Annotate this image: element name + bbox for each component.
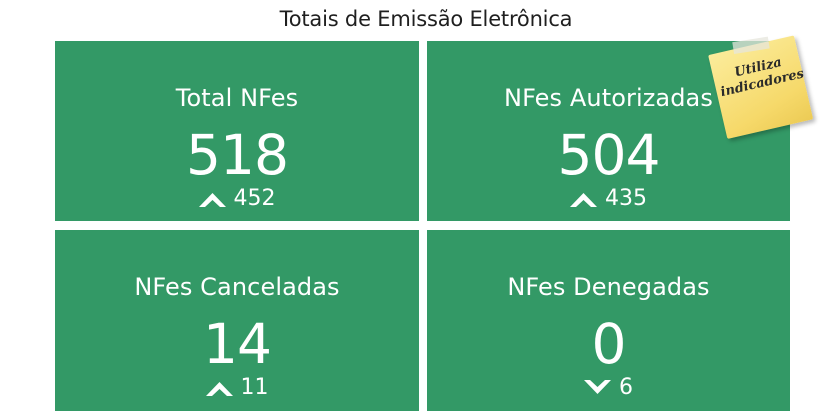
chevron-up-icon [205, 380, 233, 396]
kpi-label: NFes Autorizadas [504, 84, 713, 112]
kpi-value: 0 [591, 312, 627, 376]
kpi-trend: 435 [427, 186, 790, 212]
kpi-value: 504 [557, 123, 661, 187]
page-title: Totais de Emissão Eletrônica [279, 7, 573, 31]
chevron-up-icon [198, 191, 226, 207]
kpi-tile-nfes-canceladas[interactable]: NFes Canceladas 14 11 [55, 230, 419, 411]
kpi-trend-value: 452 [233, 186, 276, 211]
kpi-trend-value: 11 [240, 375, 269, 400]
kpi-tile-total-nfes[interactable]: Total NFes 518 452 [55, 41, 419, 221]
chevron-up-icon [570, 191, 597, 207]
kpi-trend-value: 6 [619, 375, 633, 400]
chevron-down-icon [584, 380, 611, 396]
kpi-trend: 11 [55, 375, 419, 401]
kpi-value: 518 [186, 123, 289, 187]
kpi-trend: 6 [427, 375, 790, 401]
kpi-label: Total NFes [175, 84, 299, 112]
kpi-trend-value: 435 [605, 186, 647, 211]
kpi-label: NFes Denegadas [507, 273, 710, 301]
kpi-label: NFes Canceladas [134, 273, 340, 301]
kpi-trend: 452 [55, 186, 419, 212]
kpi-tile-nfes-denegadas[interactable]: NFes Denegadas 0 6 [427, 230, 790, 411]
kpi-value: 14 [203, 312, 272, 376]
